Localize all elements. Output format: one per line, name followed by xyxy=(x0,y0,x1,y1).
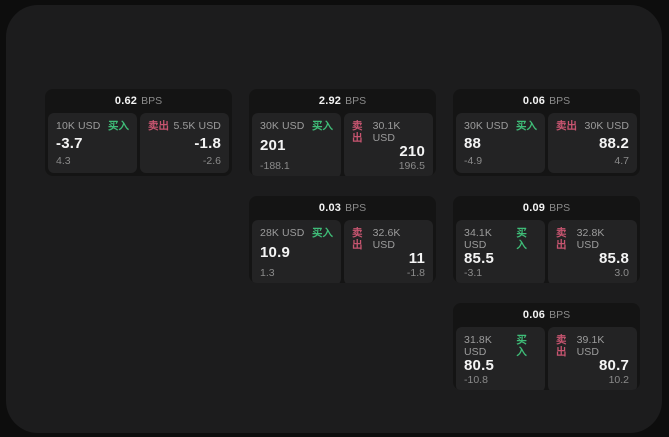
sell-quote-tile[interactable]: 卖出 30.1K USD 210 196.5 xyxy=(344,113,433,176)
sell-side-label: 卖出 xyxy=(556,120,577,132)
sell-delta: -2.6 xyxy=(202,155,221,167)
sell-price: 88.2 xyxy=(599,134,629,152)
bps-unit-label: BPS xyxy=(549,95,571,107)
buy-quote-tile[interactable]: 28K USD 买入 10.9 1.3 xyxy=(252,220,341,283)
buy-side-label: 买入 xyxy=(312,120,333,132)
sell-side-label: 卖出 xyxy=(352,120,363,144)
buy-side-label: 买入 xyxy=(516,227,527,251)
buy-delta: -188.1 xyxy=(260,160,290,172)
sell-quote-tile[interactable]: 卖出 32.6K USD 11 -1.8 xyxy=(344,220,433,283)
sell-delta: -1.8 xyxy=(406,267,425,279)
buy-amount: 34.1K USD xyxy=(464,227,492,251)
buy-delta: -4.9 xyxy=(464,155,483,167)
sell-delta: 4.7 xyxy=(614,155,629,167)
buy-price: 80.5 xyxy=(464,357,494,374)
quote-card-body: 10K USD 买入 -3.7 4.3 卖出 5.5K USD -1.8 -2.… xyxy=(45,113,232,176)
buy-delta: -10.8 xyxy=(464,374,488,386)
quote-card-body: 31.8K USD 买入 80.5 -10.8 卖出 39.1K USD 80.… xyxy=(453,327,640,390)
sell-side-label: 卖出 xyxy=(352,227,363,251)
bps-unit-label: BPS xyxy=(345,202,367,214)
sell-quote-tile[interactable]: 卖出 5.5K USD -1.8 -2.6 xyxy=(140,113,229,173)
sell-price: -1.8 xyxy=(194,134,221,152)
quote-card-grid: 0.62 BPS 10K USD 买入 -3.7 4.3 卖出 xyxy=(45,89,640,390)
buy-price: -3.7 xyxy=(56,134,83,152)
sell-quote-tile[interactable]: 卖出 39.1K USD 80.7 10.2 xyxy=(548,327,637,390)
quote-card-body: 30K USD 买入 88 -4.9 卖出 30K USD 88.2 4.7 xyxy=(453,113,640,176)
sell-amount: 32.6K USD xyxy=(372,227,401,251)
buy-quote-tile[interactable]: 30K USD 买入 88 -4.9 xyxy=(456,113,545,173)
bps-value: 0.03 xyxy=(318,202,342,214)
buy-price: 10.9 xyxy=(260,244,290,261)
quote-card-3: 0.03 BPS 28K USD 买入 10.9 1.3 卖出 xyxy=(249,196,436,283)
buy-quote-tile[interactable]: 34.1K USD 买入 85.5 -3.1 xyxy=(456,220,545,283)
quote-card-1: 2.92 BPS 30K USD 买入 201 -188.1 卖出 xyxy=(249,89,436,176)
sell-amount: 30K USD xyxy=(584,120,629,132)
buy-side-label: 买入 xyxy=(312,227,333,239)
bps-header: 0.06 BPS xyxy=(453,89,640,113)
sell-price: 210 xyxy=(399,143,425,160)
buy-delta: -3.1 xyxy=(464,267,483,279)
sell-side-label: 卖出 xyxy=(556,227,567,251)
bps-header: 0.09 BPS xyxy=(453,196,640,220)
buy-delta: 1.3 xyxy=(260,267,275,279)
sell-amount: 30.1K USD xyxy=(372,120,401,144)
bps-value: 0.06 xyxy=(522,309,546,321)
bps-value: 2.92 xyxy=(318,95,342,107)
quote-card-body: 34.1K USD 买入 85.5 -3.1 卖出 32.8K USD 85.8… xyxy=(453,220,640,283)
bps-header: 0.06 BPS xyxy=(453,303,640,327)
sell-side-label: 卖出 xyxy=(556,334,567,358)
bps-unit-label: BPS xyxy=(345,95,367,107)
quote-card-4: 0.09 BPS 34.1K USD 买入 85.5 -3.1 卖出 xyxy=(453,196,640,283)
sell-quote-tile[interactable]: 卖出 30K USD 88.2 4.7 xyxy=(548,113,637,173)
quotes-panel: 0.62 BPS 10K USD 买入 -3.7 4.3 卖出 xyxy=(6,5,662,433)
quote-card-body: 28K USD 买入 10.9 1.3 卖出 32.6K USD 11 -1.8 xyxy=(249,220,436,283)
buy-price: 201 xyxy=(260,137,286,154)
buy-amount: 28K USD xyxy=(260,227,305,239)
buy-quote-tile[interactable]: 30K USD 买入 201 -188.1 xyxy=(252,113,341,176)
bps-value: 0.62 xyxy=(114,95,138,107)
bps-unit-label: BPS xyxy=(141,95,163,107)
buy-side-label: 买入 xyxy=(516,334,527,358)
buy-side-label: 买入 xyxy=(516,120,537,132)
sell-amount: 32.8K USD xyxy=(576,227,605,251)
buy-quote-tile[interactable]: 31.8K USD 买入 80.5 -10.8 xyxy=(456,327,545,390)
buy-price: 88 xyxy=(464,134,482,152)
bps-header: 2.92 BPS xyxy=(249,89,436,113)
buy-amount: 30K USD xyxy=(260,120,305,132)
sell-amount: 5.5K USD xyxy=(173,120,221,132)
quote-card-5: 0.06 BPS 31.8K USD 买入 80.5 -10.8 卖 xyxy=(453,303,640,390)
sell-delta: 10.2 xyxy=(608,374,629,386)
sell-delta: 3.0 xyxy=(614,267,629,279)
sell-amount: 39.1K USD xyxy=(576,334,605,358)
buy-price: 85.5 xyxy=(464,250,494,267)
sell-side-label: 卖出 xyxy=(148,120,169,132)
sell-price: 80.7 xyxy=(599,357,629,374)
quote-card-body: 30K USD 买入 201 -188.1 卖出 30.1K USD 210 1… xyxy=(249,113,436,176)
bps-value: 0.09 xyxy=(522,202,546,214)
bps-unit-label: BPS xyxy=(549,309,571,321)
quote-card-0: 0.62 BPS 10K USD 买入 -3.7 4.3 卖出 xyxy=(45,89,232,176)
buy-side-label: 买入 xyxy=(108,120,129,132)
buy-amount: 30K USD xyxy=(464,120,509,132)
bps-unit-label: BPS xyxy=(549,202,571,214)
bps-header: 0.62 BPS xyxy=(45,89,232,113)
bps-header: 0.03 BPS xyxy=(249,196,436,220)
sell-delta: 196.5 xyxy=(398,160,425,172)
sell-quote-tile[interactable]: 卖出 32.8K USD 85.8 3.0 xyxy=(548,220,637,283)
buy-amount: 10K USD xyxy=(56,120,101,132)
buy-amount: 31.8K USD xyxy=(464,334,492,358)
sell-price: 11 xyxy=(408,250,425,267)
sell-price: 85.8 xyxy=(599,250,629,267)
quote-card-2: 0.06 BPS 30K USD 买入 88 -4.9 卖出 xyxy=(453,89,640,176)
buy-quote-tile[interactable]: 10K USD 买入 -3.7 4.3 xyxy=(48,113,137,173)
buy-delta: 4.3 xyxy=(56,155,71,167)
bps-value: 0.06 xyxy=(522,95,546,107)
